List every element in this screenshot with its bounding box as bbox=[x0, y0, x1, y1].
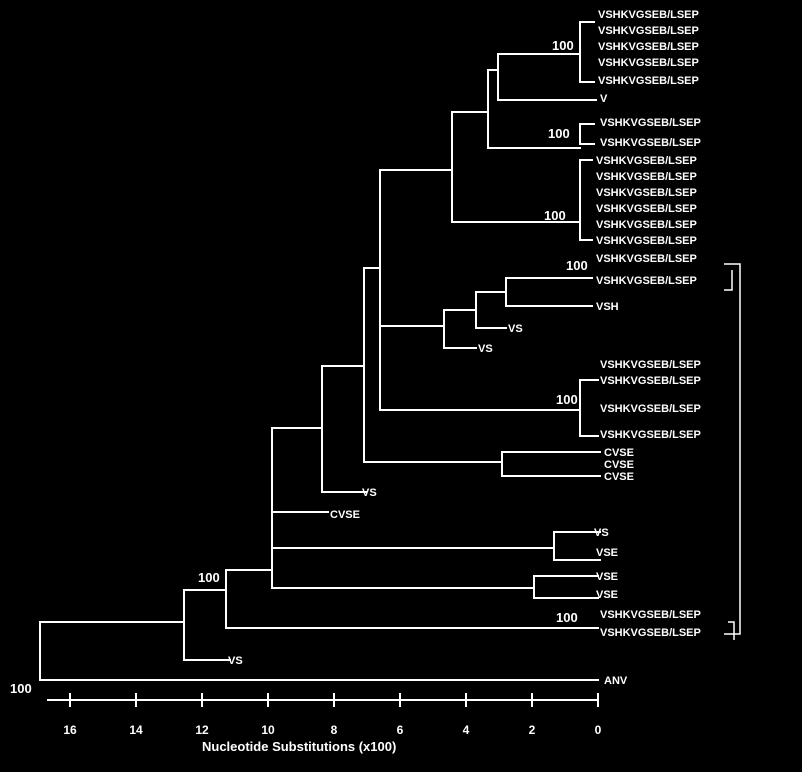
tree-branches bbox=[39, 21, 741, 681]
bootstrap-value: 100 bbox=[552, 38, 574, 53]
axis-tick-label: 14 bbox=[129, 723, 143, 737]
bootstrap-values: 100 100 100 100 100 100 100 bbox=[198, 38, 588, 625]
taxon-label: VSHKVGSEB/LSEP bbox=[596, 275, 697, 287]
root-label: 100 bbox=[10, 681, 32, 696]
axis-tick-label: 4 bbox=[463, 723, 470, 737]
taxon-label: VS bbox=[478, 343, 493, 355]
taxon-label: VSHKVGSEB/LSEP bbox=[600, 375, 701, 387]
bootstrap-value: 100 bbox=[556, 392, 578, 407]
taxon-label: VSE bbox=[596, 589, 618, 601]
axis-ticks: 16 14 12 10 8 6 4 2 0 bbox=[63, 693, 602, 737]
taxon-label: V bbox=[600, 93, 608, 105]
taxon-label: VSHKVGSEB/LSEP bbox=[596, 235, 697, 247]
axis-tick-label: 6 bbox=[397, 723, 404, 737]
bootstrap-value: 100 bbox=[566, 258, 588, 273]
bootstrap-value: 100 bbox=[544, 208, 566, 223]
axis-label: Nucleotide Substitutions (x100) bbox=[202, 739, 396, 754]
taxon-label: VSHKVGSEB/LSEP bbox=[600, 117, 701, 129]
taxon-label: VSE bbox=[596, 547, 618, 559]
taxon-label: VS bbox=[362, 487, 377, 499]
bootstrap-value: 100 bbox=[548, 126, 570, 141]
scale-axis: 16 14 12 10 8 6 4 2 0 Nucleotide Substitutions (… bbox=[47, 693, 602, 754]
taxon-label: VSHKVGSEB/LSEP bbox=[598, 9, 699, 21]
bootstrap-value: 100 bbox=[556, 610, 578, 625]
axis-tick-label: 10 bbox=[261, 723, 275, 737]
taxon-label: VS bbox=[594, 527, 609, 539]
taxon-label: VSHKVGSEB/LSEP bbox=[596, 219, 697, 231]
outgroup-label: ANV bbox=[604, 675, 628, 687]
axis-tick-label: 2 bbox=[529, 723, 536, 737]
taxon-label: VSHKVGSEB/LSEP bbox=[596, 203, 697, 215]
axis-tick-label: 8 bbox=[331, 723, 338, 737]
bootstrap-value: 100 bbox=[198, 570, 220, 585]
taxon-label: VSHKVGSEB/LSEP bbox=[598, 75, 699, 87]
taxon-label: VSHKVGSEB/LSEP bbox=[600, 359, 701, 371]
taxon-label: VSHKVGSEB/LSEP bbox=[600, 609, 701, 621]
taxon-label: CVSE bbox=[330, 509, 360, 521]
taxon-label: VSH bbox=[596, 301, 619, 313]
axis-tick-label: 16 bbox=[63, 723, 77, 737]
taxon-label: VSHKVGSEB/LSEP bbox=[600, 429, 701, 441]
taxon-labels: VSHKVGSEB/LSEP VSHKVGSEB/LSEP VSHKVGSEB/… bbox=[228, 9, 701, 667]
taxon-label: VS bbox=[228, 655, 243, 667]
taxon-label: CVSE bbox=[604, 471, 634, 483]
taxon-label: VS bbox=[508, 323, 523, 335]
taxon-label: VSHKVGSEB/LSEP bbox=[600, 403, 701, 415]
taxon-label: VSHKVGSEB/LSEP bbox=[596, 187, 697, 199]
taxon-label: VSHKVGSEB/LSEP bbox=[598, 57, 699, 69]
taxon-label: VSHKVGSEB/LSEP bbox=[600, 627, 701, 639]
taxon-label: VSE bbox=[596, 571, 618, 583]
taxon-label: VSHKVGSEB/LSEP bbox=[596, 155, 697, 167]
taxon-label: VSHKVGSEB/LSEP bbox=[598, 41, 699, 53]
taxon-label: VSHKVGSEB/LSEP bbox=[596, 171, 697, 183]
taxon-label: CVSE bbox=[604, 459, 634, 471]
taxon-label: VSHKVGSEB/LSEP bbox=[598, 25, 699, 37]
taxon-label: VSHKVGSEB/LSEP bbox=[596, 253, 697, 265]
taxon-label: VSHKVGSEB/LSEP bbox=[600, 137, 701, 149]
axis-tick-label: 12 bbox=[195, 723, 209, 737]
axis-tick-label: 0 bbox=[595, 723, 602, 737]
taxon-label: CVSE bbox=[604, 447, 634, 459]
